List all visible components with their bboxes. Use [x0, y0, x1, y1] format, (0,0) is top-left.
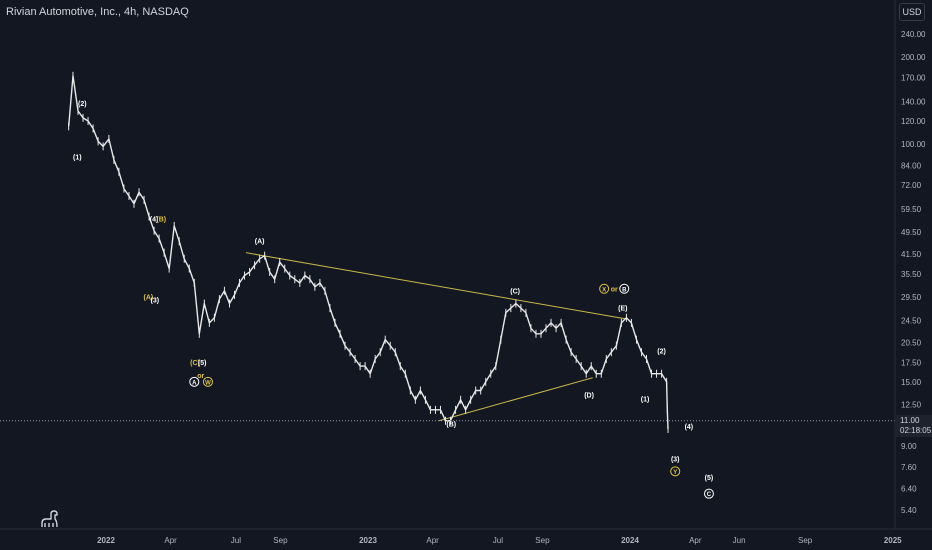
wave-label: (1) [641, 396, 650, 403]
wave-label: (B) [446, 422, 456, 429]
y-tick-label: 84.00 [901, 162, 922, 171]
wave-label: (4) [685, 424, 694, 431]
y-tick-label: 12.50 [901, 401, 922, 410]
wave-label: A [192, 380, 197, 386]
wave-label: B [622, 287, 627, 293]
x-tick-label: Sep [798, 536, 813, 545]
y-tick-label: 72.00 [901, 181, 922, 190]
x-tick-label: 2025 [884, 536, 902, 545]
x-tick-label: Apr [689, 536, 702, 545]
y-tick-label: 120.00 [901, 117, 926, 126]
wave-label: (1) [73, 155, 82, 162]
y-tick-label: 35.50 [901, 270, 922, 279]
x-tick-label: Sep [273, 536, 288, 545]
wave-label: (C) [190, 360, 200, 367]
y-tick-label: 17.50 [901, 358, 922, 367]
x-tick-label: Apr [426, 536, 439, 545]
current-price-tag: 11.00 02:18:05 [896, 415, 932, 437]
y-tick-label: 15.00 [901, 378, 922, 387]
wave-label: (5) [198, 360, 207, 367]
trendline [245, 252, 626, 320]
x-tick-label: Apr [164, 536, 177, 545]
price-series [68, 71, 669, 433]
wave-label: C [707, 492, 712, 498]
wave-label: W [205, 380, 211, 386]
wave-label: (2) [78, 101, 87, 108]
x-tick-label: Jul [231, 536, 241, 545]
wave-label: (2) [657, 348, 666, 355]
wave-label: Y [673, 470, 677, 476]
wave-label: X [602, 287, 606, 293]
x-tick-label: Sep [535, 536, 550, 545]
wave-circle [670, 466, 681, 477]
wave-label: (E) [618, 306, 627, 313]
wave-circle [703, 488, 714, 499]
x-tick-label: Jul [493, 536, 503, 545]
y-tick-label: 20.50 [901, 339, 922, 348]
wave-label: (4) [150, 216, 159, 223]
wave-circle [202, 376, 213, 387]
wave-label: (D) [584, 393, 594, 400]
x-tick-label: 2022 [97, 536, 115, 545]
y-tick-label: 41.50 [901, 250, 922, 259]
trendlines [245, 252, 626, 422]
wave-label: (3) [671, 457, 680, 464]
y-tick-label: 140.00 [901, 98, 926, 107]
time-axis-bg [0, 529, 932, 550]
y-tick-label: 200.00 [901, 53, 926, 62]
y-tick-label: 49.50 [901, 228, 922, 237]
y-tick-label: 100.00 [901, 140, 926, 149]
price-line [68, 75, 669, 430]
y-tick-label: 29.50 [901, 293, 922, 302]
currency-button[interactable]: USD [899, 3, 925, 21]
wave-label: (A) [255, 239, 265, 246]
x-tick-label: 2024 [621, 536, 639, 545]
y-tick-label: 9.00 [901, 442, 917, 451]
chart-title: Rivian Automotive, Inc., 4h, NASDAQ [6, 6, 189, 18]
wave-circle [619, 283, 630, 294]
y-tick-label: 7.60 [901, 463, 917, 472]
wave-label: (5) [705, 475, 714, 482]
wave-label: (3) [151, 297, 160, 304]
y-tick-label: 170.00 [901, 73, 926, 82]
tradingview-logo-icon[interactable] [40, 510, 60, 533]
wave-label: (B) [156, 216, 166, 223]
time-axis[interactable]: 2022 Apr Jul Sep 2023 Apr Jul Sep 2024 Apr Jun Sep 2… [97, 536, 902, 545]
x-tick-label: Jun [733, 536, 746, 545]
trendline [438, 377, 593, 422]
y-tick-label: 5.40 [901, 506, 917, 515]
y-tick-label: 240.00 [901, 30, 926, 39]
wave-label: (C) [510, 288, 520, 295]
wave-label: or [611, 286, 618, 293]
wave-label: (A) [143, 294, 153, 301]
current-price-value: 11.00 [900, 416, 920, 425]
y-tick-label: 24.50 [901, 316, 922, 325]
x-tick-label: 2023 [359, 536, 377, 545]
bar-countdown: 02:18:05 [900, 426, 932, 435]
wave-circle [599, 283, 610, 294]
price-axis[interactable]: 240.00 200.00 170.00 140.00 120.00 100.00 84.0… [901, 30, 926, 515]
y-tick-label: 6.40 [901, 485, 917, 494]
wave-circle [189, 376, 200, 387]
y-tick-label: 59.50 [901, 205, 922, 214]
wave-label: or [197, 373, 204, 380]
